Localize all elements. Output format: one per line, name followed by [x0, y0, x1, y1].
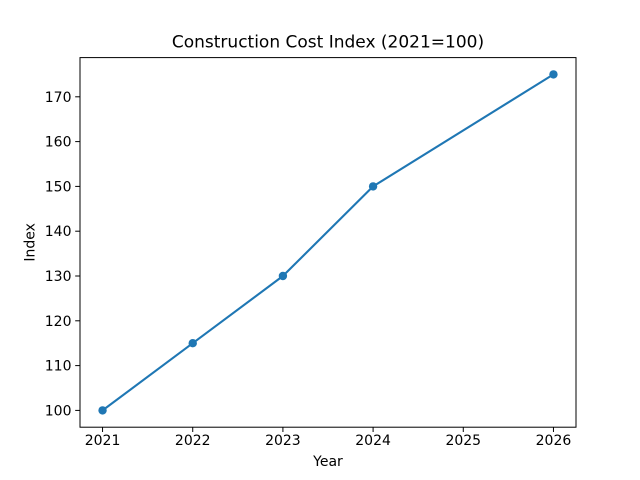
data-point [98, 406, 107, 415]
x-tick-label: 2026 [536, 433, 572, 449]
y-tick-label: 140 [45, 224, 72, 240]
x-tick-label: 2021 [85, 433, 121, 449]
x-tick-label: 2025 [445, 433, 481, 449]
y-tick-label: 100 [45, 403, 72, 419]
y-tick-label: 130 [45, 269, 72, 285]
data-point [188, 339, 197, 348]
plot-area: 2021 2022 2023 2024 2025 2026 100 110 120 130 140 1… [45, 57, 577, 449]
x-tick-label: 2023 [265, 433, 301, 449]
y-axis-label: Index [23, 223, 39, 262]
data-point [368, 182, 378, 191]
x-tick-label: 2022 [175, 433, 211, 449]
y-tick-label: 170 [45, 90, 72, 106]
y-tick-label: 150 [45, 179, 72, 195]
x-axis-label: Year [312, 454, 343, 470]
chart-title: Construction Cost Index (2021=100) [172, 33, 484, 53]
x-tick-label: 2024 [355, 433, 391, 449]
plot-frame [79, 57, 577, 428]
y-tick-label: 110 [45, 359, 72, 375]
data-point [549, 70, 558, 79]
data-point [278, 271, 288, 281]
data-line [101, 73, 555, 412]
y-tick-label: 120 [45, 314, 72, 330]
y-tick-label: 160 [45, 135, 72, 151]
